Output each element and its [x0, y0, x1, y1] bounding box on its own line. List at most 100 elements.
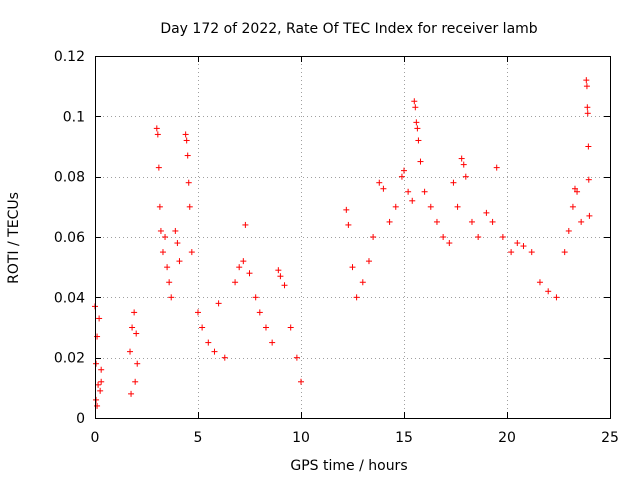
data-point	[162, 234, 169, 240]
data-point	[186, 203, 193, 210]
data-point	[493, 164, 500, 171]
data-point	[132, 378, 139, 385]
data-point	[269, 339, 276, 346]
data-point	[293, 354, 300, 361]
data-point	[155, 164, 162, 171]
data-point	[401, 167, 407, 174]
data-point	[571, 185, 578, 192]
data-point	[275, 267, 282, 274]
data-point	[586, 212, 593, 219]
data-point	[240, 258, 247, 265]
data-point	[185, 179, 192, 186]
data-point	[133, 330, 140, 337]
y-tick-label: 0.06	[54, 230, 85, 246]
data-point	[134, 360, 141, 367]
data-point	[409, 197, 416, 204]
y-axis-label: ROTI / TECUs	[6, 192, 22, 284]
data-point	[415, 137, 422, 144]
data-point	[157, 227, 164, 234]
data-point	[93, 360, 100, 367]
data-point	[298, 378, 304, 385]
data-point	[446, 240, 453, 247]
data-point	[392, 203, 399, 210]
data-point	[256, 309, 263, 316]
data-point	[199, 324, 206, 331]
data-point	[508, 249, 515, 256]
data-point	[156, 203, 163, 210]
data-point	[345, 221, 352, 228]
plot-frame	[95, 56, 611, 419]
data-point	[380, 185, 387, 192]
y-tick-label: 0.1	[63, 109, 85, 125]
x-tick-label: 5	[194, 430, 203, 446]
data-point	[561, 249, 568, 256]
data-point	[483, 209, 490, 216]
data-point	[584, 104, 591, 111]
data-point	[164, 264, 171, 271]
data-point	[287, 324, 294, 331]
data-point	[468, 218, 475, 225]
data-point	[183, 137, 190, 144]
data-point	[221, 354, 228, 361]
data-point	[536, 279, 543, 286]
data-point	[176, 258, 183, 265]
data-point	[427, 203, 434, 210]
data-point	[98, 378, 105, 385]
data-point	[578, 218, 585, 225]
data-point	[262, 324, 269, 331]
data-point	[528, 249, 535, 256]
data-point	[94, 402, 101, 409]
data-point	[188, 249, 195, 256]
data-point	[349, 264, 356, 271]
data-point	[370, 234, 377, 240]
data-point	[96, 315, 103, 322]
data-point	[97, 387, 104, 394]
data-point	[277, 273, 284, 280]
grid-lines	[95, 56, 610, 418]
x-axis-label: GPS time / hours	[290, 458, 407, 474]
data-point	[553, 294, 560, 301]
data-point	[499, 234, 506, 240]
data-point	[417, 158, 424, 165]
data-point	[154, 131, 161, 138]
data-point	[252, 294, 259, 301]
data-point	[195, 309, 201, 316]
data-point	[584, 110, 591, 117]
data-point	[421, 188, 428, 195]
data-point	[129, 324, 136, 331]
data-point	[174, 240, 181, 247]
axis-tick-labels: 0 5 10 15 20 25 0 0.02 0.04 0.06 0.08 0.1 0.12	[54, 49, 619, 446]
data-point	[172, 227, 179, 234]
data-point	[131, 309, 138, 316]
data-point	[574, 188, 581, 195]
data-point	[205, 339, 212, 346]
data-point	[454, 203, 461, 210]
y-tick-label: 0.04	[54, 290, 85, 306]
x-tick-label: 25	[601, 430, 619, 446]
data-point	[95, 381, 102, 388]
data-point	[281, 282, 288, 289]
data-point	[98, 366, 105, 373]
data-point	[489, 218, 496, 225]
axis-ticks	[95, 56, 611, 419]
y-tick-label: 0.12	[54, 49, 85, 65]
data-point	[440, 234, 447, 240]
data-point	[159, 249, 166, 256]
data-point	[128, 390, 135, 397]
data-point	[343, 206, 350, 213]
chart-title: Day 172 of 2022, Rate Of TEC Index for r…	[160, 21, 537, 37]
data-point	[359, 279, 366, 286]
data-point	[450, 179, 457, 186]
data-point	[460, 161, 467, 168]
data-point	[353, 294, 360, 301]
data-point	[184, 152, 191, 159]
data-point	[583, 77, 590, 84]
data-point	[585, 176, 592, 183]
data-points	[92, 77, 593, 409]
data-point	[413, 119, 420, 126]
data-point	[433, 218, 440, 225]
data-point	[405, 188, 412, 195]
data-point	[414, 125, 421, 132]
data-point	[583, 83, 590, 90]
